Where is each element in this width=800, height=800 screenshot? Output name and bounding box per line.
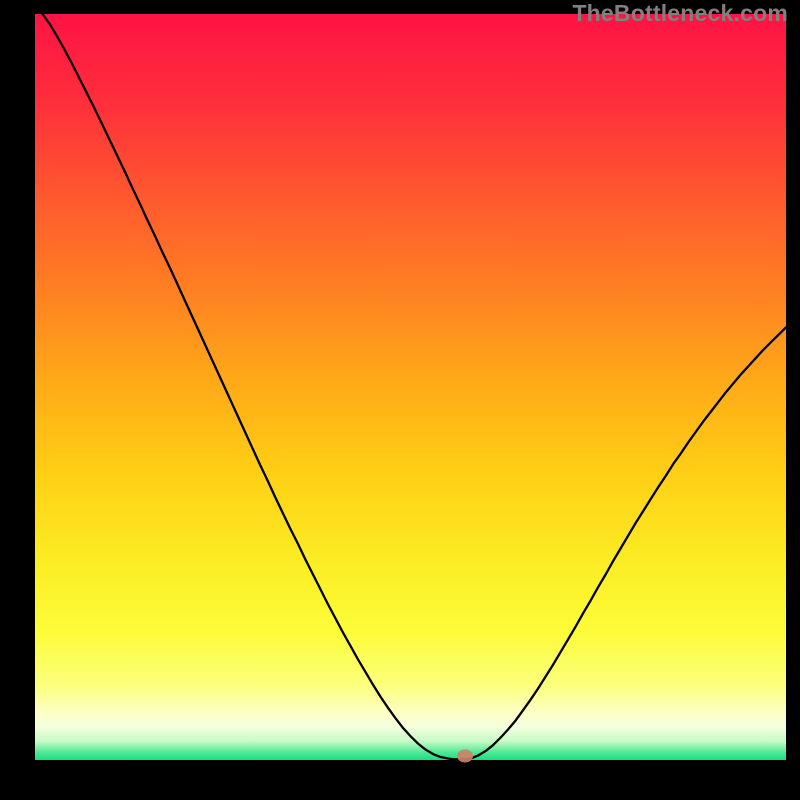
chart-svg xyxy=(35,14,786,760)
plot-area xyxy=(35,14,786,760)
chart-frame: TheBottleneck.com xyxy=(0,0,800,800)
optimum-marker xyxy=(457,750,473,763)
chart-background xyxy=(35,14,786,760)
attribution-label: TheBottleneck.com xyxy=(572,0,788,27)
